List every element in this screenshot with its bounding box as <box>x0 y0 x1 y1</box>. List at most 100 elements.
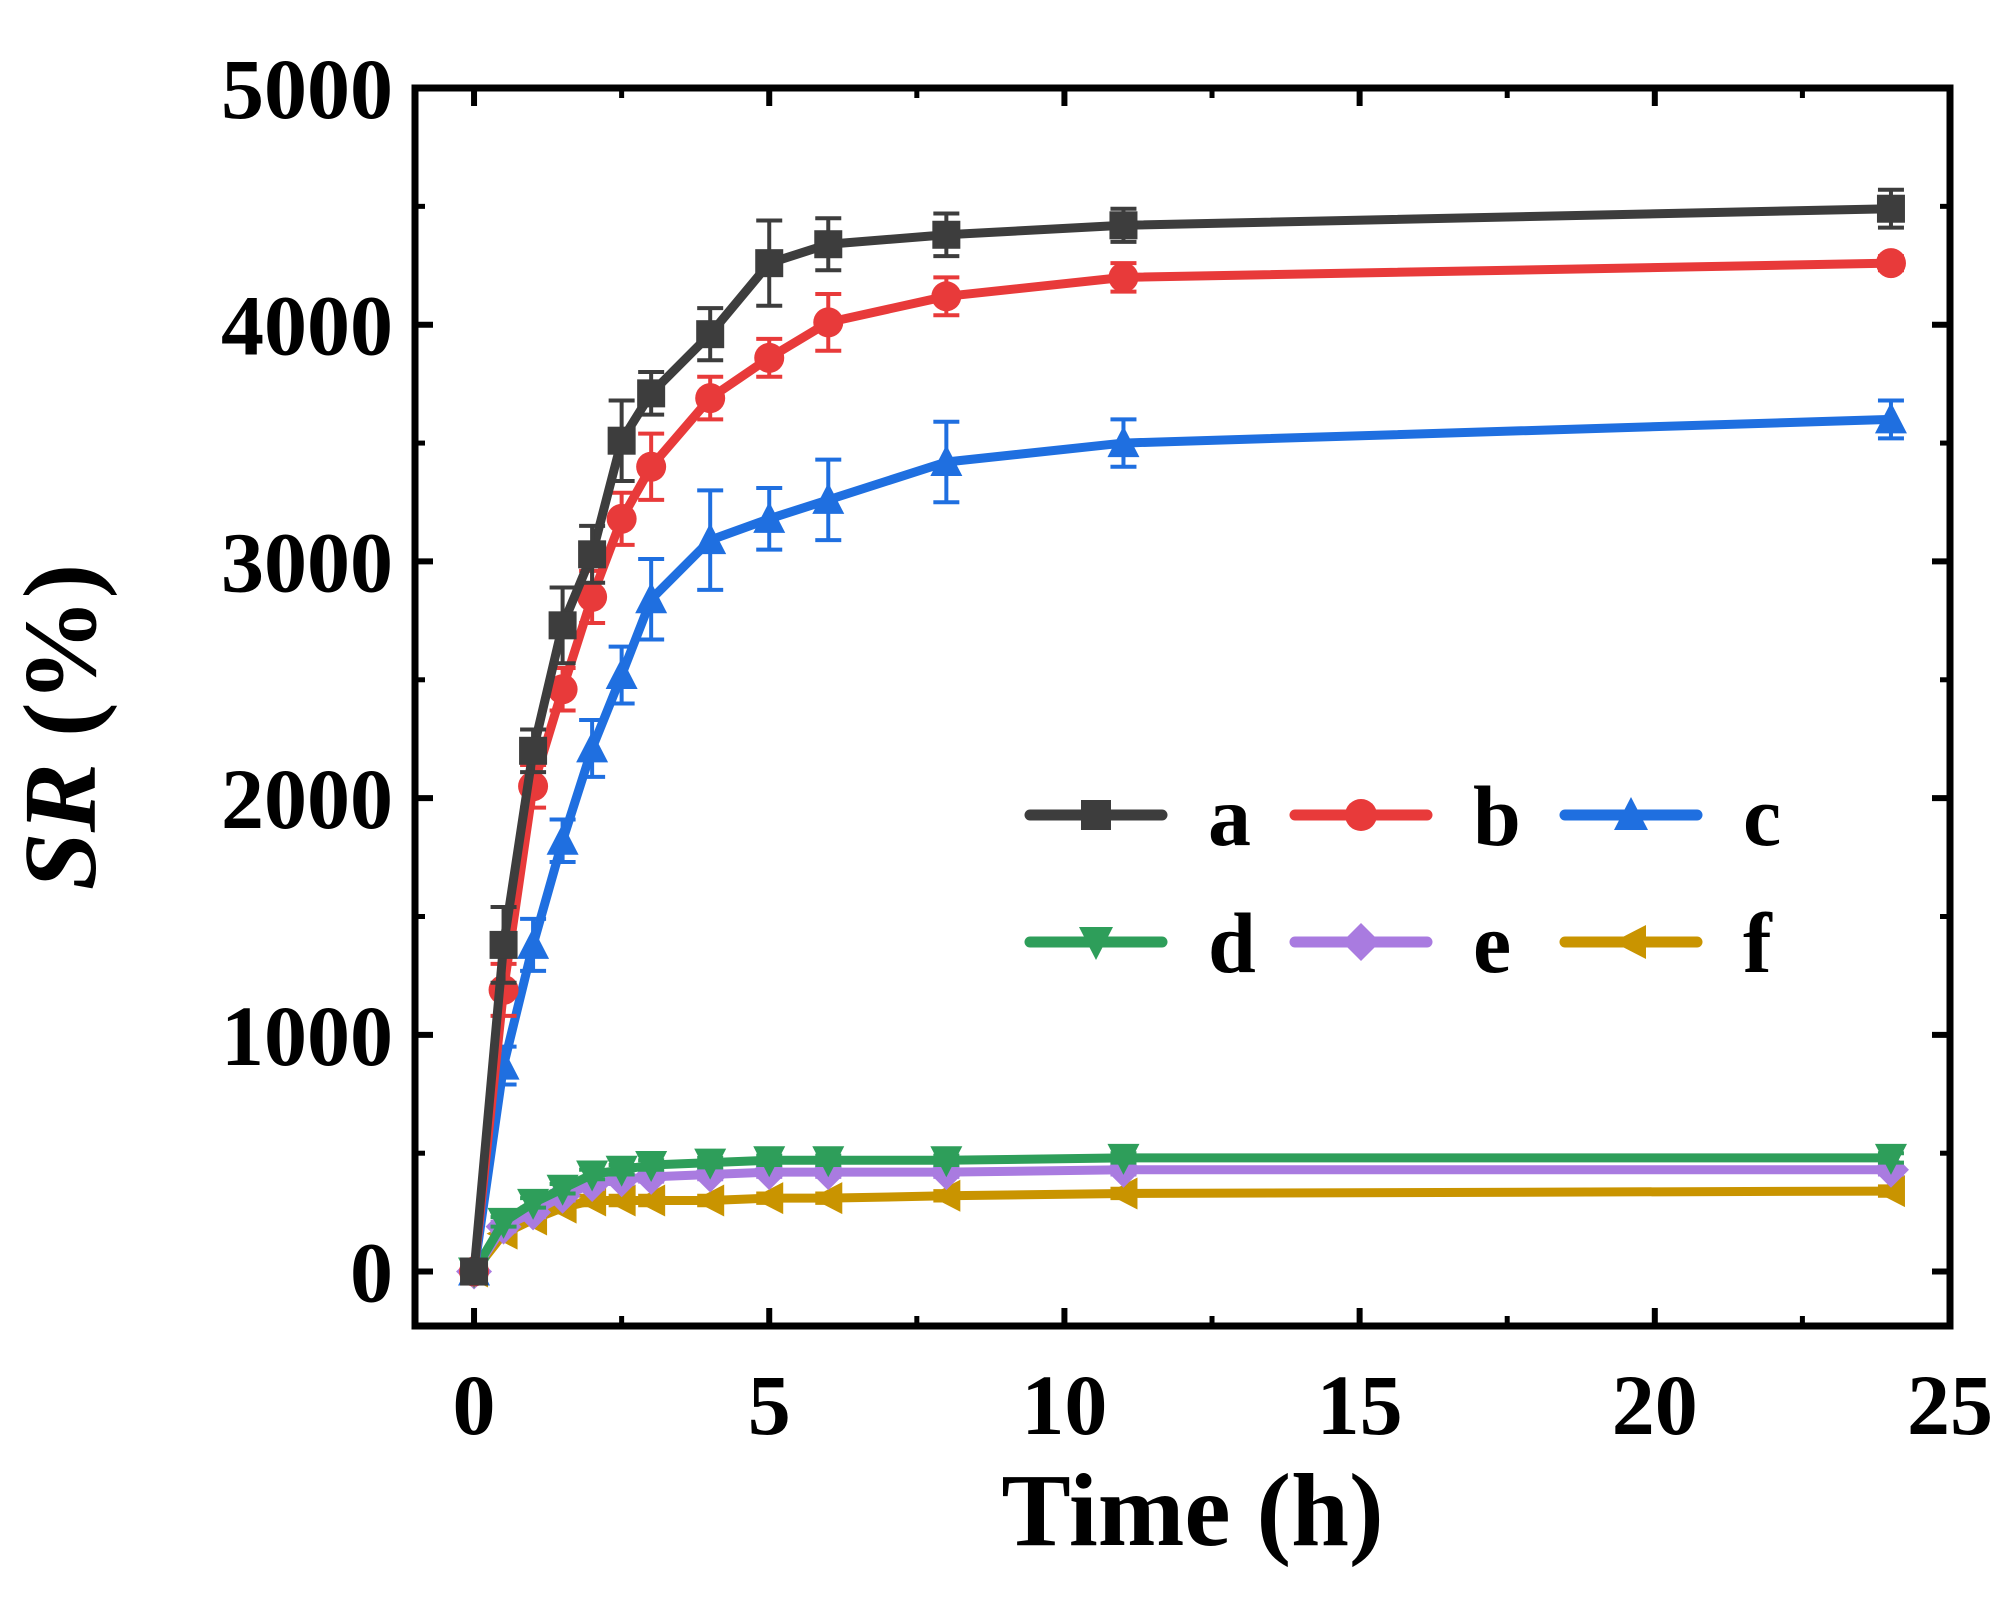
data-point-a <box>578 540 607 569</box>
series-line-f <box>470 1186 1891 1275</box>
series-e <box>456 1151 1909 1290</box>
data-point-c <box>576 731 609 763</box>
data-point-f <box>1106 1177 1138 1210</box>
plot-frame <box>411 84 1954 1330</box>
data-point-b <box>1875 248 1906 279</box>
y-axis-title-italic: SR <box>3 763 118 890</box>
data-point-b <box>695 383 726 414</box>
data-point-a <box>696 320 725 349</box>
data-point-d <box>812 1146 845 1178</box>
legend-item-a: a <box>1024 768 1251 864</box>
series-b <box>459 248 1906 1287</box>
x-tick-label: 15 <box>1317 1357 1403 1453</box>
y-tick-label: 3000 <box>221 514 393 610</box>
data-point-a <box>460 1257 489 1286</box>
legend-label-e: e <box>1473 895 1511 991</box>
data-point-c <box>930 445 963 477</box>
legend-label-b: b <box>1473 768 1521 864</box>
data-point-c <box>517 927 550 959</box>
x-tick-label: 20 <box>1612 1357 1698 1453</box>
data-point-a <box>607 426 636 455</box>
y-tick-label: 5000 <box>221 41 393 137</box>
series-line-b <box>469 258 1892 1273</box>
legend-marker-f <box>1613 925 1646 959</box>
legend-item-d: d <box>1024 895 1256 991</box>
x-tick-label: 5 <box>748 1357 791 1453</box>
legend-item-f: f <box>1559 895 1773 991</box>
data-point-c <box>605 658 638 690</box>
series-line-c <box>469 414 1892 1273</box>
data-point-d <box>517 1188 550 1220</box>
data-point-c <box>1874 402 1907 434</box>
data-point-d <box>1107 1143 1140 1175</box>
legend-marker-a <box>1081 800 1111 830</box>
y-tick-label: 1000 <box>221 988 393 1084</box>
data-point-a <box>755 249 784 278</box>
data-point-b <box>577 581 608 612</box>
data-point-d <box>635 1151 668 1183</box>
series-line-a <box>469 204 1892 1272</box>
data-point-b <box>636 451 667 482</box>
data-point-d <box>576 1160 609 1192</box>
data-point-d <box>487 1207 520 1239</box>
series-d <box>458 1143 1907 1289</box>
data-point-f <box>929 1179 961 1212</box>
data-point-a <box>519 736 548 765</box>
data-point-b <box>813 307 844 338</box>
data-point-c <box>1107 426 1140 458</box>
x-tick-label: 25 <box>1907 1357 1993 1453</box>
y-axis-title: SR (%) <box>3 564 118 890</box>
legend-label-f: f <box>1743 895 1773 991</box>
data-point-b <box>754 342 785 373</box>
y-axis-title-unit: (%) <box>3 564 118 763</box>
data-point-b <box>547 674 578 705</box>
series-c <box>458 398 1907 1286</box>
plot-marks <box>456 187 1909 1290</box>
data-point-c <box>635 582 668 614</box>
data-point-b <box>1108 262 1139 293</box>
data-point-d <box>694 1148 727 1180</box>
data-point-a <box>637 379 666 408</box>
data-point-a <box>1876 194 1905 223</box>
data-point-c <box>694 523 727 555</box>
data-point-c <box>753 501 786 533</box>
legend-marker-e <box>1342 923 1380 961</box>
legend: a b c d e f <box>1024 768 1781 991</box>
data-point-b <box>931 281 962 312</box>
data-point-d <box>930 1146 963 1178</box>
legend-label-d: d <box>1208 895 1256 991</box>
x-tick-label: 10 <box>1021 1357 1107 1453</box>
data-point-a <box>814 230 843 259</box>
y-tick-label: 0 <box>350 1225 393 1321</box>
legend-item-e: e <box>1289 895 1511 991</box>
legend-label-c: c <box>1743 768 1781 864</box>
data-point-f <box>1873 1175 1905 1208</box>
series-a <box>460 187 1905 1286</box>
data-point-d <box>753 1146 786 1178</box>
series-line-e <box>470 1165 1891 1275</box>
series-f <box>457 1175 1905 1288</box>
data-point-a <box>932 220 961 249</box>
y-tick-label: 2000 <box>221 751 393 847</box>
data-point-f <box>634 1184 666 1217</box>
data-point-d <box>605 1155 638 1187</box>
data-point-f <box>752 1182 784 1215</box>
legend-marker-c <box>1614 797 1648 830</box>
legend-item-b: b <box>1289 768 1521 864</box>
data-point-a <box>1109 211 1138 240</box>
data-point-c <box>546 823 579 855</box>
legend-item-c: c <box>1559 768 1781 864</box>
legend-label-a: a <box>1208 768 1251 864</box>
y-tick-label: 4000 <box>221 278 393 374</box>
legend-marker-d <box>1079 927 1113 960</box>
legend-marker-b <box>1345 799 1377 831</box>
data-point-b <box>606 503 637 534</box>
data-point-a <box>489 930 518 959</box>
data-point-d <box>546 1174 579 1206</box>
data-point-c <box>812 482 845 514</box>
data-point-a <box>548 611 577 640</box>
data-point-f <box>811 1182 843 1215</box>
data-point-f <box>604 1184 636 1217</box>
data-point-d <box>1874 1143 1907 1175</box>
